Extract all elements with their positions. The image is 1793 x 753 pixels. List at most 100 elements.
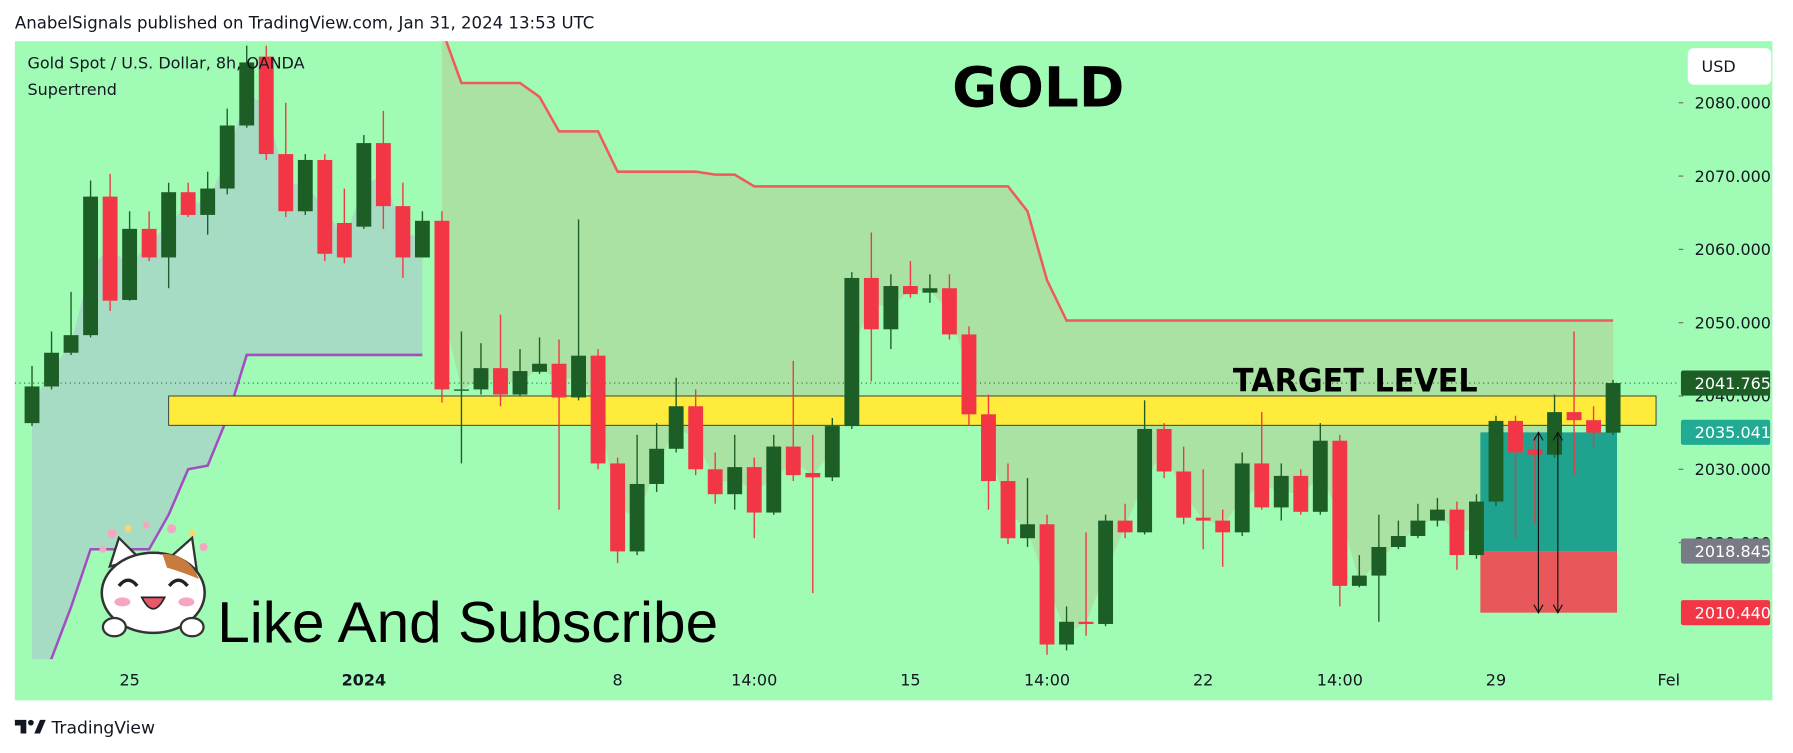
x-axis: 25 2024 8 14:00 15 14:00 22 14:00 29 Feb [119, 670, 1678, 689]
price-badge [1680, 600, 1771, 626]
candle-body [219, 125, 235, 189]
candle-body [1449, 509, 1465, 556]
position-arrowhead [1552, 431, 1563, 441]
candle-body [258, 56, 274, 155]
currency-button-bg[interactable] [1687, 48, 1772, 85]
candle-body [1000, 481, 1016, 539]
candle-body [590, 355, 606, 464]
candle-body [883, 286, 899, 330]
supertrend-fill [441, 41, 1614, 634]
y-tick-label: 2030.000 [1695, 460, 1771, 479]
candle-body [902, 286, 918, 295]
candle-body [493, 368, 508, 395]
candle-body [785, 446, 801, 476]
symbol-legend: Gold Spot / U.S. Dollar, 8h, OANDA [27, 54, 304, 73]
candle-body [1605, 383, 1621, 433]
candle-body [1098, 520, 1114, 624]
zone-label: TARGET LEVEL [1233, 361, 1478, 399]
candle-body [532, 363, 547, 372]
candle-body [941, 288, 957, 335]
x-tick-label: 22 [1193, 670, 1213, 689]
candle-body [1429, 509, 1445, 521]
y-axis: 2020.0002030.0002040.0002050.0002060.000… [1678, 93, 1771, 626]
currency-button[interactable]: USD [1687, 48, 1772, 85]
candle-body [1156, 428, 1172, 472]
candle-body [297, 159, 313, 212]
candle-body [239, 62, 255, 126]
candle-body [629, 483, 645, 552]
candle-body [1547, 412, 1562, 455]
candle-body [961, 334, 977, 415]
loss-box [1480, 551, 1617, 613]
candle-body [1254, 463, 1270, 508]
candle-body [122, 228, 138, 300]
candle-body [805, 472, 821, 478]
candle-body [1293, 475, 1309, 512]
price-badge-label: 2018.845 [1695, 542, 1771, 561]
footer-text: TradingView [50, 719, 155, 739]
header-text: AnabelSignals published on TradingView.c… [15, 14, 594, 33]
candle-body [1137, 428, 1153, 533]
candle-body [102, 196, 118, 301]
candle-body [1390, 536, 1406, 548]
candle-body [473, 368, 489, 390]
candle-body [83, 196, 99, 336]
candle-body [571, 355, 586, 398]
candle-body [1234, 463, 1250, 533]
overlays: TARGET LEVEL [1233, 361, 1478, 399]
candle-body [610, 463, 626, 552]
target-zone [168, 395, 1657, 426]
candle-body [512, 371, 528, 395]
candle-body [141, 228, 157, 258]
candle-body [317, 159, 333, 254]
indicator-legend: Supertrend [27, 80, 116, 99]
candle-body [1488, 420, 1504, 502]
x-tick-label: 14:00 [1317, 670, 1363, 689]
candle-body [649, 448, 665, 484]
candle-body [922, 288, 938, 293]
candle-body [1332, 440, 1348, 586]
candle-body [161, 192, 177, 258]
candle-body [1586, 420, 1602, 433]
plot-area [14, 41, 1679, 660]
candle-body [1410, 520, 1426, 537]
candle-body [454, 389, 469, 391]
candle-body [336, 222, 352, 258]
candle-body [44, 352, 59, 387]
price-badge-label: 2010.440 [1695, 603, 1771, 622]
x-tick-label: 2024 [342, 670, 387, 689]
candle-body [1469, 501, 1484, 556]
candle-body [375, 143, 391, 207]
candle-body [1371, 547, 1387, 576]
x-tick-label: 25 [119, 670, 139, 689]
candle-body [24, 386, 40, 424]
price-badge-label: 2035.041 [1695, 423, 1771, 442]
candle-body [1078, 621, 1094, 624]
y-tick-label: 2050.000 [1695, 313, 1771, 332]
candle-body [63, 335, 79, 353]
candle-body [1527, 449, 1543, 455]
currency-label[interactable]: USD [1702, 57, 1736, 76]
x-tick-label: 14:00 [731, 670, 777, 689]
candle-body [551, 363, 567, 398]
candle-body [1195, 517, 1211, 521]
candle-body [727, 467, 743, 495]
y-tick-label: 2070.000 [1695, 167, 1771, 186]
x-tick-label: 29 [1486, 670, 1506, 689]
candle-body [981, 414, 996, 482]
y-tick-label: 2060.000 [1695, 240, 1771, 259]
candle-body [688, 406, 704, 470]
candle-body [1351, 575, 1367, 586]
candle-body [668, 406, 684, 449]
y-tick-label: 2080.000 [1695, 93, 1771, 112]
candle-body [766, 446, 782, 513]
candle-body [707, 469, 723, 495]
candle-body [1215, 520, 1231, 533]
x-tick-label: 14:00 [1024, 670, 1070, 689]
candle-body [1508, 420, 1523, 453]
candle-body [434, 220, 450, 390]
candle-body [200, 188, 216, 215]
price-badge [1680, 538, 1771, 564]
annotation-text: Like And Subscribe [217, 591, 718, 655]
